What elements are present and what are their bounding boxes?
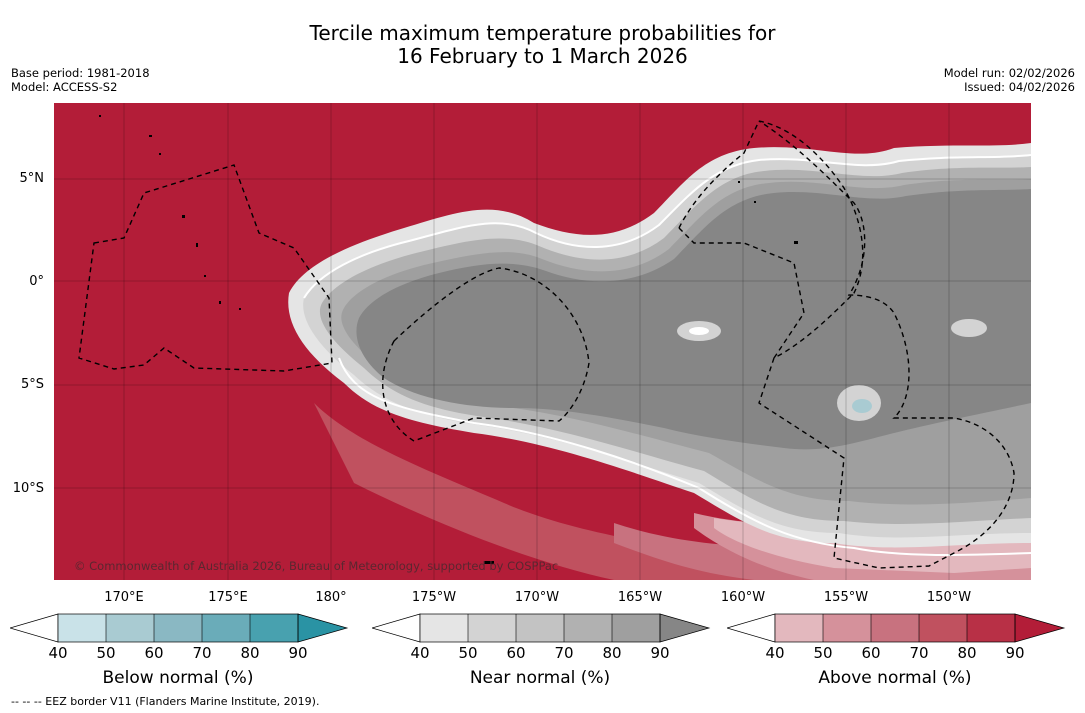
below-tick: 50 bbox=[96, 644, 116, 662]
islands bbox=[99, 115, 798, 564]
eez-borders bbox=[78, 120, 1015, 569]
chart-title: Tercile maximum temperature probabilitie… bbox=[0, 22, 1085, 68]
lat-label-5s: 5°S bbox=[20, 377, 44, 392]
base-period: Base period: 1981-2018 bbox=[11, 66, 150, 80]
copyright-notice: © Commonwealth of Australia 2026, Bureau… bbox=[74, 559, 559, 573]
model-name: Model: ACCESS-S2 bbox=[11, 80, 118, 94]
near-tick: 50 bbox=[458, 644, 478, 662]
below-tick: 70 bbox=[192, 644, 212, 662]
near-tick: 60 bbox=[506, 644, 526, 662]
above-tick: 60 bbox=[861, 644, 881, 662]
above-tick: 40 bbox=[765, 644, 785, 662]
lon-label-165w: 165°W bbox=[617, 590, 663, 605]
map-panel bbox=[54, 103, 1031, 580]
lat-label-0: 0° bbox=[29, 274, 44, 289]
meta-left: Base period: 1981-2018 Model: ACCESS-S2 bbox=[11, 66, 150, 94]
near-tick: 80 bbox=[602, 644, 622, 662]
above-tick: 50 bbox=[813, 644, 833, 662]
lon-label-175w: 175°W bbox=[411, 590, 457, 605]
lon-label-180: 180° bbox=[315, 590, 347, 605]
eez-line-islands bbox=[758, 120, 1015, 569]
near-tick: 40 bbox=[410, 644, 430, 662]
legend-title-above: Above normal (%) bbox=[818, 668, 972, 688]
legend-title-near: Near normal (%) bbox=[469, 668, 611, 688]
below-normal-patch bbox=[852, 399, 872, 413]
above-tick: 70 bbox=[909, 644, 929, 662]
below-tick: 40 bbox=[48, 644, 68, 662]
map-svg bbox=[54, 103, 1031, 580]
model-run: Model run: 02/02/2026 bbox=[943, 66, 1075, 80]
lon-label-155w: 155°W bbox=[823, 590, 869, 605]
legend-above-normal bbox=[727, 613, 1066, 643]
above-normal-80-band bbox=[314, 403, 1031, 580]
legend-near-normal bbox=[372, 613, 711, 643]
eez-kiribati-gilbert bbox=[78, 164, 333, 372]
legend-below-normal bbox=[10, 613, 349, 643]
near-normal-patch-2 bbox=[951, 319, 987, 337]
title-line-1: Tercile maximum temperature probabilitie… bbox=[309, 21, 776, 45]
eez-tokelau-area bbox=[382, 267, 590, 442]
eez-line-north bbox=[678, 120, 760, 229]
lon-label-170e: 170°E bbox=[104, 590, 144, 605]
below-tick: 80 bbox=[240, 644, 260, 662]
title-line-2: 16 February to 1 March 2026 bbox=[397, 44, 688, 68]
boundary-south bbox=[338, 357, 1031, 557]
below-tick: 90 bbox=[288, 644, 308, 662]
eez-footnote: -- -- -- EEZ border V11 (Flanders Marine… bbox=[11, 695, 320, 708]
lon-label-160w: 160°W bbox=[720, 590, 766, 605]
lon-label-170w: 170°W bbox=[514, 590, 560, 605]
above-tick: 90 bbox=[1005, 644, 1025, 662]
lon-label-175e: 175°E bbox=[208, 590, 248, 605]
near-tick: 70 bbox=[554, 644, 574, 662]
near-normal-patch-1-core bbox=[689, 327, 709, 335]
legend-title-below: Below normal (%) bbox=[102, 668, 254, 688]
issued-date: Issued: 04/02/2026 bbox=[964, 80, 1075, 94]
near-tick: 90 bbox=[650, 644, 670, 662]
boundary-north bbox=[303, 154, 1031, 299]
above-tick: 80 bbox=[957, 644, 977, 662]
lat-label-10s: 10°S bbox=[12, 481, 44, 496]
gridlines bbox=[54, 103, 1031, 580]
below-tick: 60 bbox=[144, 644, 164, 662]
lon-label-150w: 150°W bbox=[926, 590, 972, 605]
meta-right: Model run: 02/02/2026 Issued: 04/02/2026 bbox=[944, 66, 1075, 94]
lat-label-5n: 5°N bbox=[19, 171, 45, 186]
